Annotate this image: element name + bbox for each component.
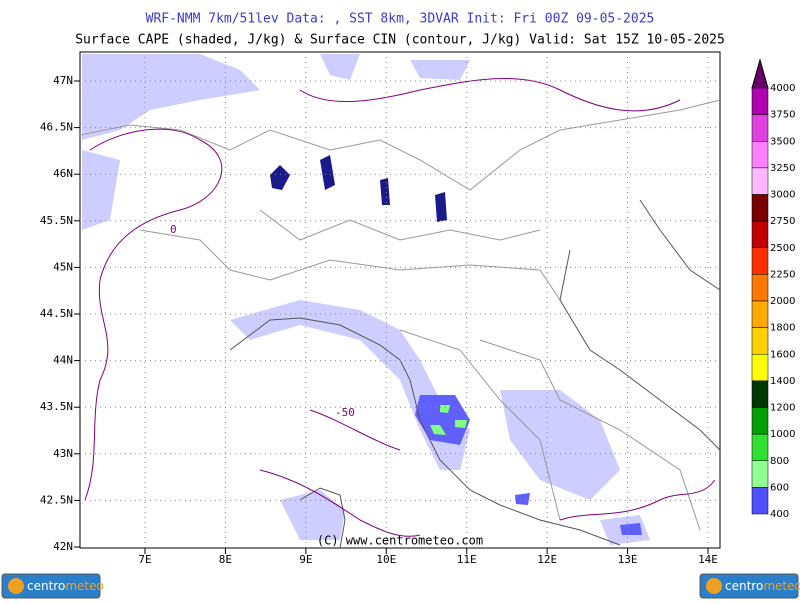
lat-label: 46N xyxy=(53,167,73,180)
colorbar-box xyxy=(751,460,769,488)
lat-label: 43N xyxy=(53,447,73,460)
colorbar-label: 400 xyxy=(770,509,789,520)
lon-label: 12E xyxy=(537,553,557,566)
header-line2: Surface CAPE (shaded, J/kg) & Surface CI… xyxy=(75,33,725,48)
lon-label: 11E xyxy=(457,553,477,566)
copyright: (C) www.centrometeo.com xyxy=(317,534,483,548)
colorbar-box xyxy=(751,220,769,248)
colorbar-label: 1000 xyxy=(770,429,795,440)
lat-label: 45.5N xyxy=(40,214,73,227)
colorbar-label: 800 xyxy=(770,456,789,467)
lon-label: 7E xyxy=(138,553,151,566)
colorbar-label: 2000 xyxy=(770,296,795,307)
coastline xyxy=(229,199,721,549)
logo-box[interactable] xyxy=(1,573,101,599)
logo-left[interactable]: centrometeo xyxy=(1,573,104,599)
lakes xyxy=(270,155,447,222)
map-area: -50 0 (C) www.centrometeo.com xyxy=(79,51,721,549)
colorbar-box xyxy=(751,300,769,328)
lat-label: 44N xyxy=(53,354,73,367)
colorbar-box xyxy=(751,380,769,408)
cape-shading xyxy=(82,54,650,545)
logo-part: centro xyxy=(725,579,763,593)
logo-part: centro xyxy=(27,579,65,593)
colorbar-label: 2500 xyxy=(770,243,795,254)
logo-icon xyxy=(706,578,722,594)
colorbar-box xyxy=(751,167,769,195)
colorbar-box xyxy=(751,487,769,515)
colorbar-box xyxy=(751,327,769,355)
colorbar-label: 1200 xyxy=(770,403,795,414)
colorbar-box xyxy=(751,433,769,461)
colorbar-box xyxy=(751,87,769,115)
colorbar-label: 2750 xyxy=(770,216,795,227)
lon-label: 13E xyxy=(618,553,638,566)
lon-label: 9E xyxy=(299,553,312,566)
colorbar: 4000 3750 3500 3250 3000 2750 2500 2250 2000 1800… xyxy=(751,58,795,520)
colorbar-label: 1800 xyxy=(770,323,795,334)
header-line1: WRF-NMM 7km/51lev Data: , SST 8km, 3DVAR… xyxy=(146,12,655,27)
colorbar-label: 1400 xyxy=(770,376,795,387)
cape-high xyxy=(415,395,642,535)
colorbar-label: 1600 xyxy=(770,349,795,360)
colorbar-label: 3000 xyxy=(770,190,795,201)
colorbar-box xyxy=(751,114,769,142)
colorbar-label: 3500 xyxy=(770,136,795,147)
colorbar-label: 2250 xyxy=(770,269,795,280)
colorbar-label: 600 xyxy=(770,482,789,493)
colorbar-box xyxy=(751,407,769,435)
logo-part: meteo xyxy=(65,579,104,593)
lat-label: 46.5N xyxy=(40,121,73,134)
lon-label: 14E xyxy=(698,553,718,566)
graticule xyxy=(80,52,720,548)
map-frame xyxy=(79,51,721,549)
lat-label: 44.5N xyxy=(40,307,73,320)
colorbar-box xyxy=(751,274,769,302)
lat-label: 42N xyxy=(53,540,73,553)
colorbar-box xyxy=(751,354,769,382)
contour-label: 0 xyxy=(170,223,177,236)
borders xyxy=(79,99,721,531)
logo-text: centrometeo xyxy=(725,579,800,593)
colorbar-label: 4000 xyxy=(770,83,795,94)
lon-label: 10E xyxy=(376,553,396,566)
logo-box[interactable] xyxy=(699,573,799,599)
logo-text: centrometeo xyxy=(27,579,104,593)
logo-icon xyxy=(8,578,24,594)
colorbar-label: 3250 xyxy=(770,163,795,174)
colorbar-box xyxy=(751,247,769,275)
lon-label: 8E xyxy=(219,553,232,566)
lat-label: 45N xyxy=(53,260,73,273)
logo-right[interactable]: centrometeo xyxy=(699,573,800,599)
colorbar-label: 3750 xyxy=(770,110,795,121)
contour-label: -50 xyxy=(335,406,355,419)
lat-label: 42.5N xyxy=(40,493,73,506)
cin-contours xyxy=(84,78,716,537)
lat-label: 47N xyxy=(53,74,73,87)
colorbar-box xyxy=(751,141,769,169)
lat-label: 43.5N xyxy=(40,400,73,413)
cape-green xyxy=(430,405,467,435)
colorbar-box xyxy=(751,194,769,222)
logo-part: meteo xyxy=(763,579,800,593)
